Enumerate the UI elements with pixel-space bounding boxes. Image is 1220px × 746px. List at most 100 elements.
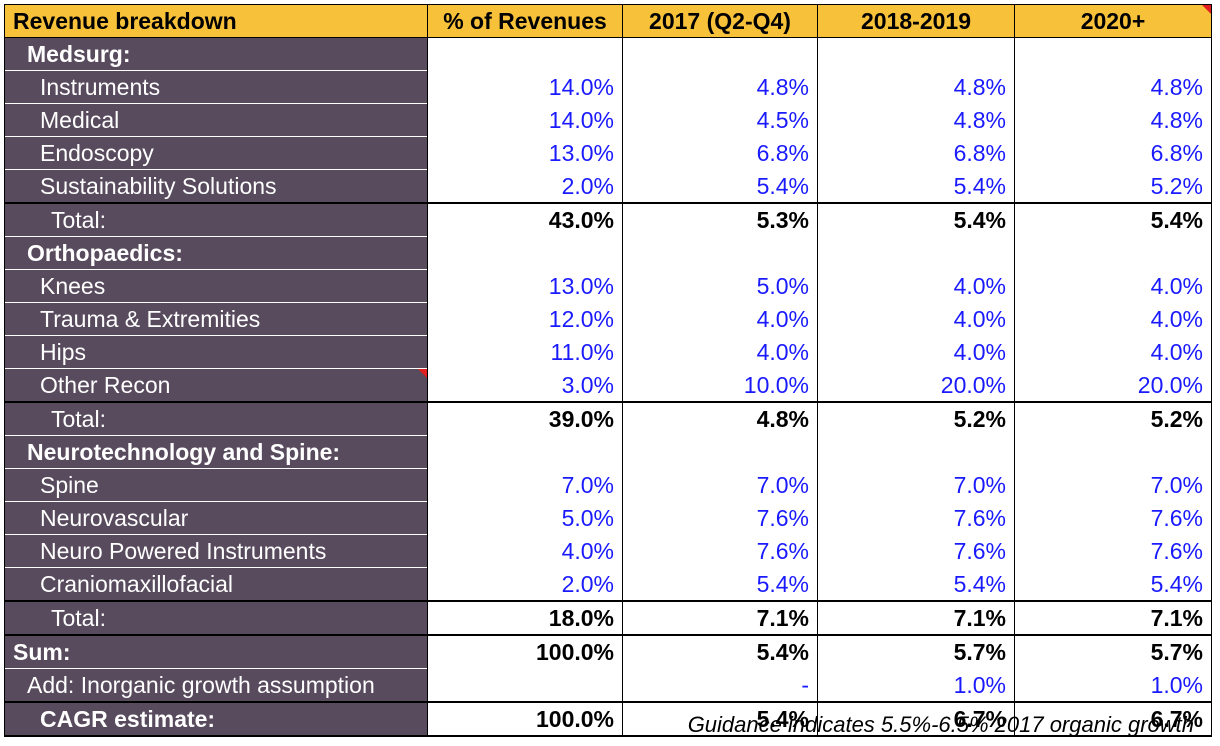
cell[interactable]: 5.4% <box>817 567 1015 601</box>
cell[interactable]: 10.0% <box>622 368 818 402</box>
cell[interactable]: 11.0% <box>427 335 623 369</box>
cell[interactable]: 13.0% <box>427 136 623 170</box>
row-label[interactable]: Spine <box>4 468 428 502</box>
cell[interactable] <box>427 435 623 469</box>
cell[interactable]: 5.4% <box>1014 567 1212 601</box>
header-col[interactable]: 2018-2019 <box>817 4 1015 38</box>
cell[interactable]: 4.0% <box>427 534 623 568</box>
comment-marker-icon[interactable] <box>1202 5 1211 14</box>
cell[interactable]: 5.4% <box>817 202 1015 237</box>
cell[interactable]: 7.6% <box>1014 534 1212 568</box>
cell[interactable]: 7.1% <box>622 600 818 635</box>
cell[interactable]: 6.7% <box>1014 701 1212 737</box>
cell[interactable]: 4.8% <box>1014 70 1212 104</box>
cell[interactable]: 5.7% <box>817 634 1015 669</box>
header-col[interactable]: 2020+ <box>1014 4 1212 38</box>
cell[interactable] <box>817 236 1015 270</box>
cell[interactable]: 4.0% <box>1014 302 1212 336</box>
section-label[interactable]: Neurotechnology and Spine: <box>4 435 428 469</box>
total-label[interactable]: Total: <box>4 401 428 436</box>
row-label[interactable]: Medical <box>4 103 428 137</box>
cell[interactable] <box>427 37 623 71</box>
cell[interactable]: 7.6% <box>817 501 1015 535</box>
cell[interactable] <box>1014 236 1212 270</box>
row-label[interactable]: Knees <box>4 269 428 303</box>
cell[interactable]: 7.0% <box>1014 468 1212 502</box>
cell[interactable]: 4.0% <box>1014 335 1212 369</box>
cell[interactable]: 14.0% <box>427 103 623 137</box>
cell[interactable]: 6.8% <box>622 136 818 170</box>
cell[interactable]: 4.0% <box>817 302 1015 336</box>
cell[interactable]: 4.0% <box>622 302 818 336</box>
cell[interactable]: 18.0% <box>427 600 623 635</box>
cell[interactable]: 3.0% <box>427 368 623 402</box>
cell[interactable]: 7.1% <box>817 600 1015 635</box>
cell[interactable]: 7.0% <box>427 468 623 502</box>
header-col[interactable]: 2017 (Q2-Q4) <box>622 4 818 38</box>
cell[interactable]: 7.0% <box>817 468 1015 502</box>
cell[interactable]: 4.0% <box>622 335 818 369</box>
section-label[interactable]: Orthopaedics: <box>4 236 428 270</box>
row-label[interactable]: Endoscopy <box>4 136 428 170</box>
cell[interactable]: 13.0% <box>427 269 623 303</box>
cell[interactable]: 4.8% <box>622 70 818 104</box>
cell[interactable]: 100.0% <box>427 634 623 669</box>
cell[interactable]: 5.4% <box>622 701 818 737</box>
cell[interactable]: 5.0% <box>622 269 818 303</box>
cell[interactable]: 5.4% <box>1014 202 1212 237</box>
cell[interactable]: 4.5% <box>622 103 818 137</box>
header-col[interactable]: % of Revenues <box>427 4 623 38</box>
total-label[interactable]: Total: <box>4 600 428 635</box>
cell[interactable] <box>622 236 818 270</box>
cagr-label[interactable]: CAGR estimate: <box>4 701 428 737</box>
inorganic-label[interactable]: Add: Inorganic growth assumption <box>4 668 428 702</box>
cell[interactable]: 6.7% <box>817 701 1015 737</box>
cell[interactable]: 4.8% <box>817 103 1015 137</box>
cell[interactable]: 7.1% <box>1014 600 1212 635</box>
cell[interactable]: 43.0% <box>427 202 623 237</box>
cell[interactable]: 7.6% <box>622 501 818 535</box>
cell[interactable]: 4.8% <box>817 70 1015 104</box>
row-label[interactable]: Neurovascular <box>4 501 428 535</box>
cell[interactable]: 4.0% <box>817 335 1015 369</box>
total-label[interactable]: Total: <box>4 202 428 237</box>
row-label[interactable]: Neuro Powered Instruments <box>4 534 428 568</box>
comment-marker-icon[interactable] <box>418 369 427 378</box>
cell[interactable]: 4.8% <box>1014 103 1212 137</box>
row-label[interactable]: Other Recon <box>4 368 428 402</box>
cell[interactable]: 5.7% <box>1014 634 1212 669</box>
cell[interactable]: 1.0% <box>1014 668 1212 702</box>
cell[interactable]: 4.8% <box>622 401 818 436</box>
cell[interactable]: 7.0% <box>622 468 818 502</box>
cell[interactable] <box>427 668 623 702</box>
cell[interactable]: 7.6% <box>622 534 818 568</box>
cell[interactable]: 2.0% <box>427 169 623 203</box>
cell[interactable]: 7.6% <box>817 534 1015 568</box>
row-label[interactable]: Instruments <box>4 70 428 104</box>
cell[interactable] <box>817 37 1015 71</box>
cell[interactable]: 14.0% <box>427 70 623 104</box>
row-label[interactable]: Craniomaxillofacial <box>4 567 428 601</box>
cell[interactable]: 20.0% <box>817 368 1015 402</box>
cell[interactable] <box>427 236 623 270</box>
row-label[interactable]: Sustainability Solutions <box>4 169 428 203</box>
cell[interactable] <box>1014 37 1212 71</box>
row-label[interactable]: Hips <box>4 335 428 369</box>
cell[interactable]: 5.4% <box>622 169 818 203</box>
cell[interactable]: - <box>622 668 818 702</box>
cell[interactable]: 5.3% <box>622 202 818 237</box>
cell[interactable]: 6.8% <box>817 136 1015 170</box>
cell[interactable]: 1.0% <box>817 668 1015 702</box>
cell[interactable]: 20.0% <box>1014 368 1212 402</box>
cell[interactable]: 7.6% <box>1014 501 1212 535</box>
cell[interactable]: 100.0% <box>427 701 623 737</box>
cell[interactable]: 5.0% <box>427 501 623 535</box>
cell[interactable]: 12.0% <box>427 302 623 336</box>
cell[interactable] <box>817 435 1015 469</box>
header-label[interactable]: Revenue breakdown <box>4 4 428 38</box>
cell[interactable]: 2.0% <box>427 567 623 601</box>
row-label[interactable]: Trauma & Extremities <box>4 302 428 336</box>
cell[interactable] <box>1014 435 1212 469</box>
cell[interactable]: 39.0% <box>427 401 623 436</box>
cell[interactable]: 5.2% <box>1014 169 1212 203</box>
